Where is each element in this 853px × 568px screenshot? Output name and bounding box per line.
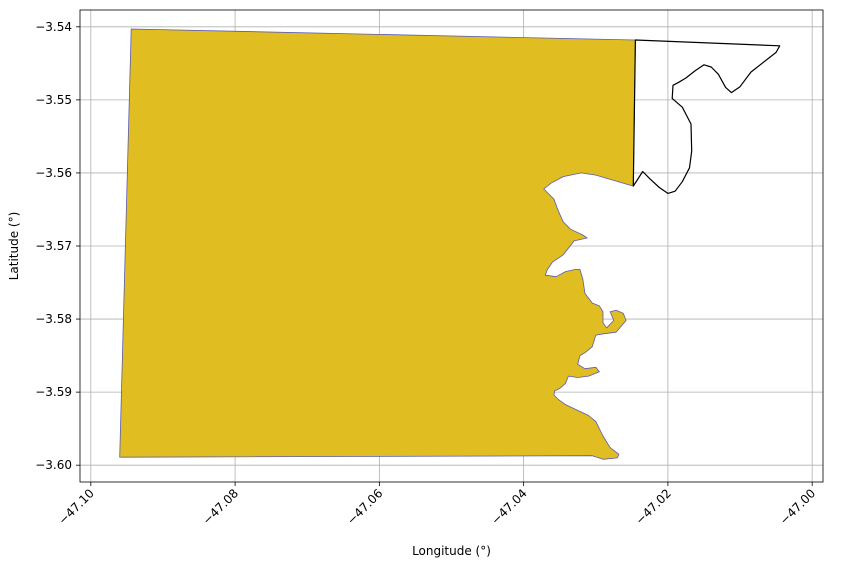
y-tick-label: −3.54 — [35, 20, 72, 34]
y-tick-label: −3.55 — [35, 93, 72, 107]
region-polygons — [119, 28, 781, 460]
y-tick-label: −3.56 — [35, 166, 72, 180]
x-axis-label: Longitude (°) — [412, 544, 491, 558]
outlined-region — [632, 39, 781, 194]
y-axis-label: Latitude (°) — [7, 212, 21, 281]
y-tick-label: −3.59 — [35, 385, 72, 399]
y-tick-label: −3.60 — [35, 458, 72, 472]
filled-region — [119, 28, 636, 460]
y-axis-ticks: −3.54 −3.55 −3.56 −3.57 −3.58 −3.59 −3.60 — [35, 20, 80, 472]
y-tick-label: −3.57 — [35, 239, 72, 253]
y-tick-label: −3.58 — [35, 312, 72, 326]
